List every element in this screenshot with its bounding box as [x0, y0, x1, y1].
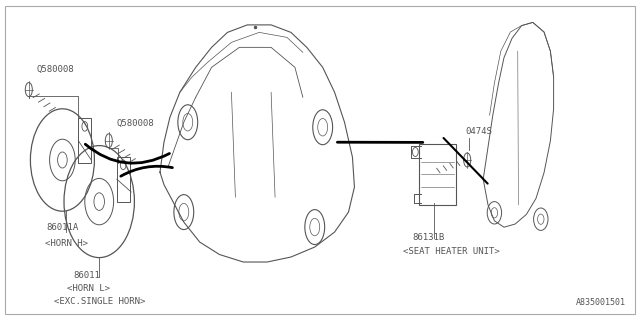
Text: Q580008: Q580008 — [37, 65, 74, 74]
Text: 0474S: 0474S — [466, 127, 492, 136]
Text: <HORN L>: <HORN L> — [67, 284, 110, 293]
Text: 86131B: 86131B — [413, 233, 445, 242]
Text: <HORN H>: <HORN H> — [45, 239, 88, 248]
Text: <SEAT HEATER UNIT>: <SEAT HEATER UNIT> — [403, 247, 499, 256]
Text: Q580008: Q580008 — [116, 119, 154, 128]
Text: 86011A: 86011A — [46, 223, 79, 232]
Text: <EXC.SINGLE HORN>: <EXC.SINGLE HORN> — [54, 297, 146, 306]
Text: A835001501: A835001501 — [575, 298, 626, 307]
Text: 86011: 86011 — [74, 271, 100, 280]
